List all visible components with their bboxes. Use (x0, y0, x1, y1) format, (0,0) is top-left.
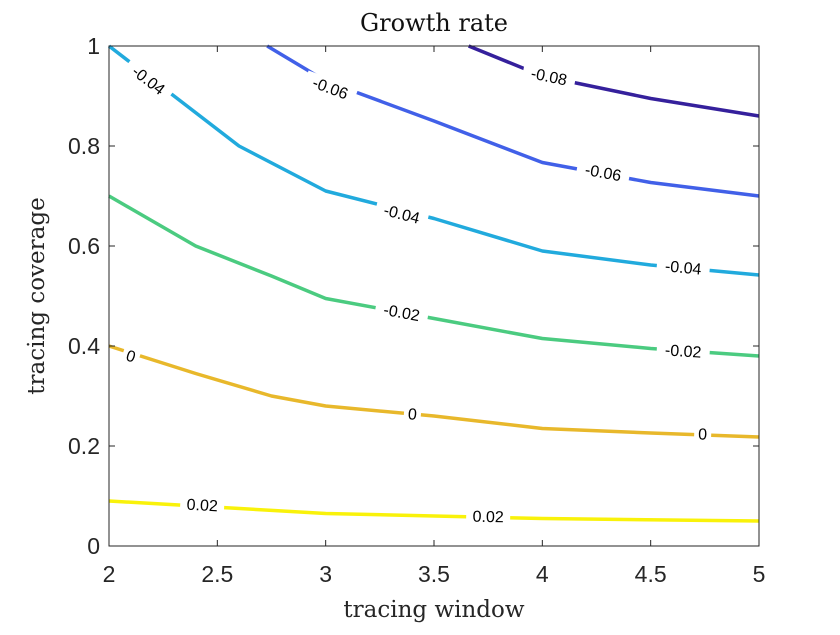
y-tick-label: 0.4 (68, 333, 100, 359)
contour-label-text: -0.06 (584, 162, 623, 185)
contour-label-text: 0.02 (472, 509, 504, 527)
contour-label-3-2: -0.04 (655, 256, 711, 281)
contour-label-2-0: -0.02 (373, 298, 430, 329)
contour-label-text: 0 (407, 406, 418, 424)
contour-label-1-1: 0 (402, 404, 422, 426)
y-tick-label: 1 (87, 33, 100, 59)
contour-label-2-1: -0.02 (656, 340, 711, 364)
chart-title: Growth rate (360, 9, 508, 37)
contour-line-5 (468, 44, 760, 118)
x-tick-label: 2.5 (201, 561, 233, 587)
x-tick-label: 5 (753, 561, 766, 587)
contour-line-1 (108, 344, 760, 439)
contour-label-text: -0.04 (664, 258, 702, 278)
x-tick-label: 2 (103, 561, 116, 587)
contour-label-0-0: 0.02 (179, 494, 225, 518)
contour-label-text: -0.02 (664, 342, 702, 361)
x-tick-label: 4.5 (635, 561, 667, 587)
contour-label-layer: 0.020.02000-0.02-0.02-0.04-0.04-0.04-0.0… (119, 56, 712, 529)
x-tick-label: 4 (536, 561, 549, 587)
y-tick-label: 0 (87, 533, 100, 559)
contour-label-text: -0.02 (382, 302, 421, 325)
contour-label-1-2: 0 (693, 424, 712, 446)
y-tick-label: 0.6 (68, 233, 100, 259)
y-tick-label: 0.8 (68, 133, 100, 159)
x-tick-label: 3.5 (418, 561, 450, 587)
contour-label-text: 0.02 (186, 497, 218, 516)
contour-label-text: 0 (698, 426, 708, 443)
x-axis-label: tracing window (343, 597, 524, 623)
tick-layer: 2 2.5 3 3.5 4 4.5 5 0 0.2 0.4 0.6 0.8 1 (68, 33, 765, 587)
contour-label-0-1: 0.02 (465, 506, 511, 529)
contour-label-4-1: -0.06 (575, 158, 631, 189)
contour-label-1-0: 0 (119, 344, 142, 370)
y-tick-label: 0.2 (68, 433, 100, 459)
x-tick-label: 3 (319, 561, 332, 587)
y-axis-label: tracing coverage (24, 197, 50, 394)
